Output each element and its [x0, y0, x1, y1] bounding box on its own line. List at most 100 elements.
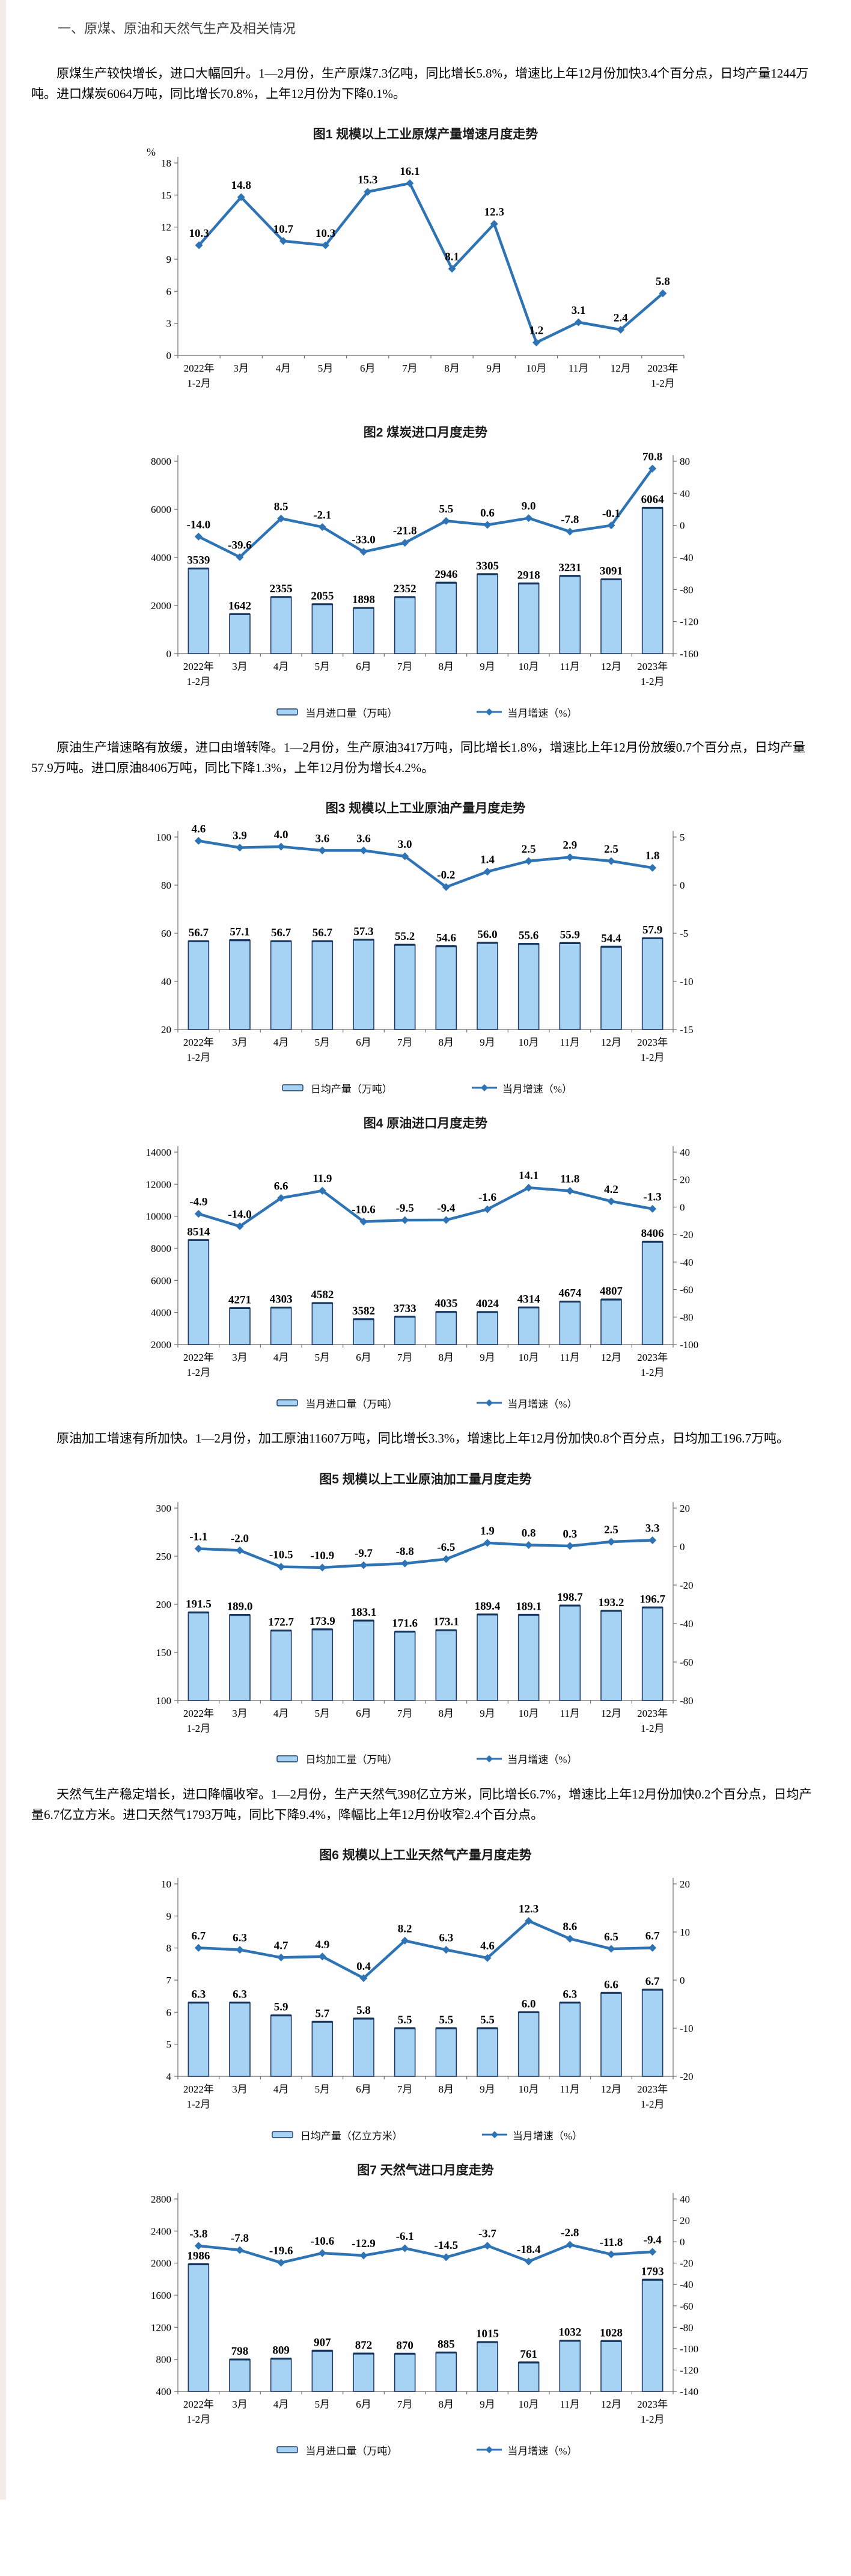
- svg-text:4807: 4807: [600, 1286, 623, 1298]
- x-axis-labels: 2022年 1-2月 3月 4月 5月 6月 7月 8月 9月 10月 11月 12月 2023年 1-2…: [183, 2084, 668, 2110]
- bar: [435, 946, 457, 1031]
- bar-series: [188, 1989, 663, 2077]
- svg-text:7月: 7月: [397, 1708, 413, 1719]
- svg-text:2023年: 2023年: [637, 1352, 668, 1363]
- bar-value-labels: 56.7 57.1 56.7 56.7 57.3 55.2 54.6 56.0 55.6 55.9…: [189, 924, 663, 945]
- line-marker: [566, 1187, 574, 1195]
- chart-7-title: 图7 天然气进口月度走势: [357, 2164, 494, 2178]
- svg-text:6: 6: [166, 2007, 172, 2018]
- svg-text:12.3: 12.3: [484, 206, 504, 219]
- svg-text:6月: 6月: [356, 1708, 371, 1719]
- svg-text:18: 18: [161, 158, 171, 169]
- svg-text:0: 0: [680, 1975, 685, 1986]
- svg-text:15: 15: [161, 190, 171, 201]
- svg-text:54.4: 54.4: [601, 933, 621, 945]
- legend-item-bar: 日均产量（万吨）: [279, 1081, 392, 1096]
- trend-line: [197, 467, 654, 559]
- svg-text:1-2月: 1-2月: [651, 378, 675, 389]
- x-axis-labels: 2022年 1-2月 3月 4月 5月 6月 7月 8月 9月 10月 11月 12月 2023年 1-2…: [184, 363, 679, 389]
- svg-text:1898: 1898: [352, 593, 375, 606]
- svg-text:6.3: 6.3: [233, 1932, 247, 1945]
- svg-text:4271: 4271: [228, 1294, 251, 1307]
- chart-2-canvas-mount: 0 2000 4000 6000 8000 -160 -120 -80 -40 0 40 80 2022…: [125, 443, 726, 703]
- left-axis-unit-label: %: [147, 146, 156, 158]
- legend-item-bar: 当月进口量（万吨）: [273, 705, 397, 720]
- svg-text:5.5: 5.5: [398, 2014, 412, 2026]
- line-value-labels: 6.7 6.3 4.7 4.9 0.4 8.2 6.3 4.6 12.3 8.6 6.5 6.7: [191, 1903, 660, 1973]
- svg-text:-10.6: -10.6: [311, 2235, 335, 2248]
- line-marker: [607, 1945, 615, 1953]
- bar: [394, 596, 416, 654]
- bar: [311, 1302, 334, 1346]
- svg-text:60: 60: [161, 928, 171, 939]
- bar-value-labels: 1986 798 809 907 872 870 885 1015 761 1032 1028 179…: [187, 2250, 663, 2361]
- svg-text:-12.9: -12.9: [352, 2237, 376, 2250]
- bar: [188, 1612, 210, 1701]
- svg-text:-3.8: -3.8: [189, 2228, 207, 2240]
- svg-text:3月: 3月: [232, 661, 248, 672]
- bar: [394, 2353, 416, 2392]
- legend-bar-swatch-icon: [276, 2446, 299, 2453]
- axes: [174, 831, 677, 1033]
- bar-series: [188, 937, 663, 1031]
- line-marker: [318, 2249, 326, 2257]
- chart-3-canvas-mount: 20 40 60 80 100 -15 -10 -5 0 5 2022年 1-2月 3月 4月 5月 6月 7月…: [125, 819, 726, 1079]
- bar: [353, 939, 374, 1031]
- axis-tick-labels: 40080012001600200024002800-140-120-100-8…: [151, 2194, 698, 2397]
- line-marker: [359, 1561, 368, 1569]
- svg-text:2023年: 2023年: [637, 2399, 668, 2410]
- svg-text:3月: 3月: [232, 1037, 248, 1048]
- line-marker: [359, 1974, 368, 1983]
- bar: [394, 944, 416, 1031]
- svg-text:250: 250: [156, 1551, 172, 1562]
- bar: [435, 582, 457, 654]
- svg-text:4月: 4月: [273, 661, 289, 672]
- svg-text:10: 10: [161, 1878, 171, 1890]
- svg-text:5月: 5月: [315, 1708, 331, 1719]
- paragraph-raw-coal: 原煤生产较快增长，进口大幅回升。1—2月份，生产原煤7.3亿吨，同比增长5.8%…: [31, 66, 809, 101]
- line-marker: [236, 1222, 244, 1231]
- svg-text:12000: 12000: [146, 1179, 172, 1191]
- bar: [600, 1992, 622, 2077]
- bar: [311, 1628, 334, 1701]
- line-marker: [525, 514, 533, 523]
- line-marker: [525, 2257, 533, 2266]
- svg-text:57.1: 57.1: [230, 926, 249, 939]
- line-marker: [483, 1539, 492, 1547]
- svg-text:-2.8: -2.8: [561, 2227, 579, 2239]
- trend-line: [197, 2243, 654, 2265]
- svg-text:2023年: 2023年: [637, 1708, 668, 1719]
- svg-text:800: 800: [156, 2354, 172, 2366]
- svg-text:11月: 11月: [560, 1352, 580, 1363]
- svg-text:-18.4: -18.4: [517, 2243, 541, 2256]
- svg-text:-11.8: -11.8: [600, 2236, 623, 2249]
- svg-text:196.7: 196.7: [639, 1593, 665, 1605]
- axis-tick-labels: 0 2000 4000 6000 8000 -160 -120 -80 -40 0 40 80: [151, 456, 698, 660]
- svg-text:20: 20: [680, 2215, 690, 2227]
- paragraph-crude-oil: 原油生产增速略有放缓，进口由增转降。1—2月份，生产原油3417万吨，同比增长1…: [31, 740, 805, 775]
- svg-text:809: 809: [272, 2344, 290, 2357]
- svg-text:-0.1: -0.1: [602, 508, 620, 520]
- legend-label: 日均产量（亿立方米）: [300, 2130, 403, 2142]
- svg-text:0: 0: [166, 648, 172, 660]
- line-marker: [566, 2240, 574, 2249]
- bar: [311, 604, 334, 654]
- svg-text:150: 150: [156, 1647, 172, 1658]
- line-marker: [194, 1210, 203, 1218]
- figure-6-natural-gas-output: 图6 规模以上工业天然气产量月度走势 4 5 6 7 8 9 10 -20 -10 0 10 20 20…: [122, 1845, 729, 2142]
- svg-text:8.5: 8.5: [274, 501, 288, 514]
- bar: [641, 937, 663, 1031]
- svg-text:5.9: 5.9: [274, 2001, 288, 2014]
- svg-text:1200: 1200: [151, 2322, 171, 2333]
- svg-text:7月: 7月: [397, 661, 413, 672]
- bar: [517, 943, 540, 1031]
- svg-text:2918: 2918: [517, 569, 540, 581]
- legend-label: 当月增速（%）: [507, 1398, 578, 1410]
- svg-text:2800: 2800: [151, 2194, 171, 2205]
- fig7-canvas: 40080012001600200024002800-140-120-100-8…: [151, 2193, 698, 2425]
- svg-text:-80: -80: [680, 584, 694, 596]
- svg-text:0.4: 0.4: [356, 1960, 371, 1973]
- svg-text:15.3: 15.3: [358, 174, 377, 186]
- svg-text:10月: 10月: [519, 1037, 539, 1048]
- svg-text:5月: 5月: [315, 2084, 331, 2095]
